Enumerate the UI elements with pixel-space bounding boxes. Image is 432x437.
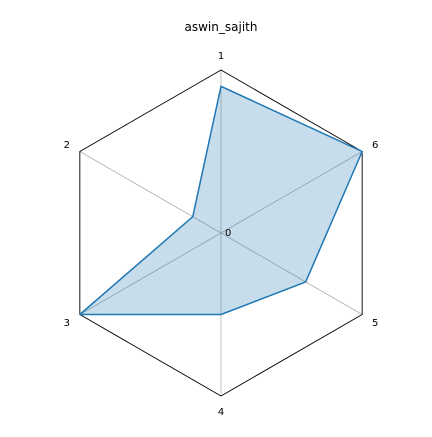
axis-label-3: 3 bbox=[64, 318, 70, 329]
axis-label-4: 4 bbox=[218, 407, 224, 418]
series-area bbox=[79, 85, 363, 316]
axis-label-5: 5 bbox=[372, 318, 378, 329]
spoke-3 bbox=[79, 232, 222, 315]
spoke-6 bbox=[220, 151, 363, 234]
axis-label-2: 2 bbox=[64, 140, 70, 151]
spoke-5 bbox=[220, 232, 363, 315]
axis-label-6: 6 bbox=[372, 140, 378, 151]
spoke-2 bbox=[79, 151, 222, 234]
axis-label-1: 1 bbox=[218, 51, 224, 62]
chart-title: aswin_sajith bbox=[185, 20, 258, 34]
axis-labels: 1 6 5 4 3 2 bbox=[64, 51, 379, 418]
center-label: 0 bbox=[225, 228, 231, 239]
radar-spokes bbox=[79, 70, 363, 396]
